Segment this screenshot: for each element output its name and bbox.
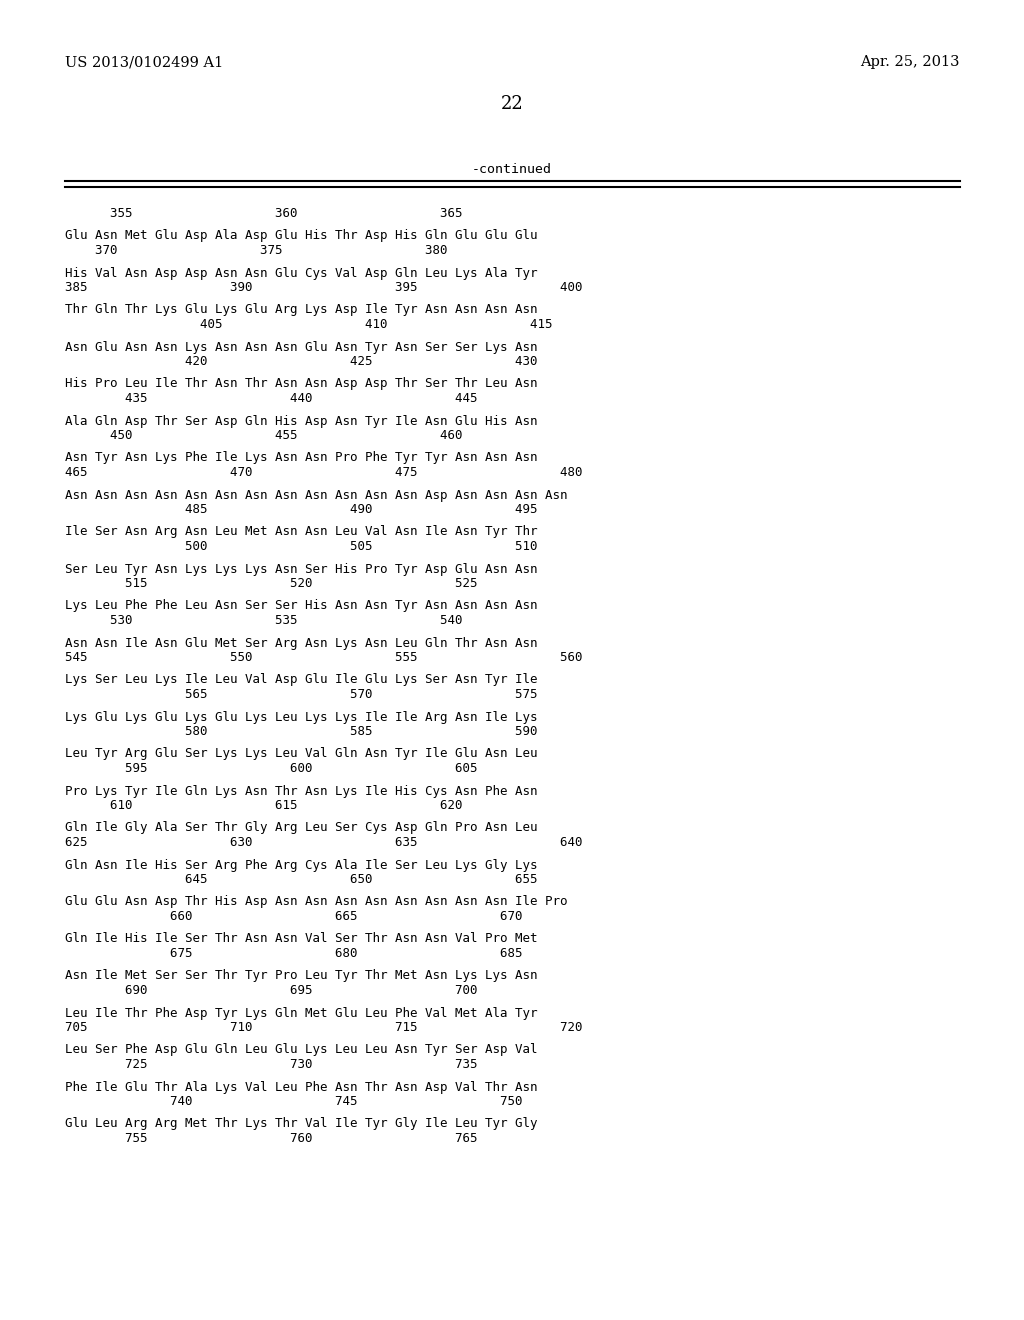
Text: 595                   600                   605: 595 600 605 xyxy=(65,762,477,775)
Text: Glu Glu Asn Asp Thr His Asp Asn Asn Asn Asn Asn Asn Asn Asn Ile Pro: Glu Glu Asn Asp Thr His Asp Asn Asn Asn … xyxy=(65,895,567,908)
Text: 660                   665                   670: 660 665 670 xyxy=(65,909,522,923)
Text: 530                   535                   540: 530 535 540 xyxy=(65,614,463,627)
Text: Ala Gln Asp Thr Ser Asp Gln His Asp Asn Tyr Ile Asn Glu His Asn: Ala Gln Asp Thr Ser Asp Gln His Asp Asn … xyxy=(65,414,538,428)
Text: Glu Asn Met Glu Asp Ala Asp Glu His Thr Asp His Gln Glu Glu Glu: Glu Asn Met Glu Asp Ala Asp Glu His Thr … xyxy=(65,230,538,243)
Text: 385                   390                   395                   400: 385 390 395 400 xyxy=(65,281,583,294)
Text: Gln Asn Ile His Ser Arg Phe Arg Cys Ala Ile Ser Leu Lys Gly Lys: Gln Asn Ile His Ser Arg Phe Arg Cys Ala … xyxy=(65,858,538,871)
Text: 420                   425                   430: 420 425 430 xyxy=(65,355,538,368)
Text: His Val Asn Asp Asp Asn Asn Glu Cys Val Asp Gln Leu Lys Ala Tyr: His Val Asn Asp Asp Asn Asn Glu Cys Val … xyxy=(65,267,538,280)
Text: Pro Lys Tyr Ile Gln Lys Asn Thr Asn Lys Ile His Cys Asn Phe Asn: Pro Lys Tyr Ile Gln Lys Asn Thr Asn Lys … xyxy=(65,784,538,797)
Text: 405                   410                   415: 405 410 415 xyxy=(65,318,553,331)
Text: 610                   615                   620: 610 615 620 xyxy=(65,799,463,812)
Text: Apr. 25, 2013: Apr. 25, 2013 xyxy=(860,55,961,69)
Text: Ser Leu Tyr Asn Lys Lys Lys Asn Ser His Pro Tyr Asp Glu Asn Asn: Ser Leu Tyr Asn Lys Lys Lys Asn Ser His … xyxy=(65,562,538,576)
Text: Asn Tyr Asn Lys Phe Ile Lys Asn Asn Pro Phe Tyr Tyr Asn Asn Asn: Asn Tyr Asn Lys Phe Ile Lys Asn Asn Pro … xyxy=(65,451,538,465)
Text: Lys Glu Lys Glu Lys Glu Lys Leu Lys Lys Ile Ile Arg Asn Ile Lys: Lys Glu Lys Glu Lys Glu Lys Leu Lys Lys … xyxy=(65,710,538,723)
Text: 580                   585                   590: 580 585 590 xyxy=(65,725,538,738)
Text: 22: 22 xyxy=(501,95,523,114)
Text: Leu Tyr Arg Glu Ser Lys Lys Leu Val Gln Asn Tyr Ile Glu Asn Leu: Leu Tyr Arg Glu Ser Lys Lys Leu Val Gln … xyxy=(65,747,538,760)
Text: Asn Asn Ile Asn Glu Met Ser Arg Asn Lys Asn Leu Gln Thr Asn Asn: Asn Asn Ile Asn Glu Met Ser Arg Asn Lys … xyxy=(65,636,538,649)
Text: Lys Ser Leu Lys Ile Leu Val Asp Glu Ile Glu Lys Ser Asn Tyr Ile: Lys Ser Leu Lys Ile Leu Val Asp Glu Ile … xyxy=(65,673,538,686)
Text: Phe Ile Glu Thr Ala Lys Val Leu Phe Asn Thr Asn Asp Val Thr Asn: Phe Ile Glu Thr Ala Lys Val Leu Phe Asn … xyxy=(65,1081,538,1093)
Text: 515                   520                   525: 515 520 525 xyxy=(65,577,477,590)
Text: 740                   745                   750: 740 745 750 xyxy=(65,1096,522,1107)
Text: 465                   470                   475                   480: 465 470 475 480 xyxy=(65,466,583,479)
Text: Thr Gln Thr Lys Glu Lys Glu Arg Lys Asp Ile Tyr Asn Asn Asn Asn: Thr Gln Thr Lys Glu Lys Glu Arg Lys Asp … xyxy=(65,304,538,317)
Text: 450                   455                   460: 450 455 460 xyxy=(65,429,463,442)
Text: Leu Ser Phe Asp Glu Gln Leu Glu Lys Leu Leu Asn Tyr Ser Asp Val: Leu Ser Phe Asp Glu Gln Leu Glu Lys Leu … xyxy=(65,1044,538,1056)
Text: 565                   570                   575: 565 570 575 xyxy=(65,688,538,701)
Text: 645                   650                   655: 645 650 655 xyxy=(65,873,538,886)
Text: 500                   505                   510: 500 505 510 xyxy=(65,540,538,553)
Text: Ile Ser Asn Arg Asn Leu Met Asn Asn Leu Val Asn Ile Asn Tyr Thr: Ile Ser Asn Arg Asn Leu Met Asn Asn Leu … xyxy=(65,525,538,539)
Text: Glu Leu Arg Arg Met Thr Lys Thr Val Ile Tyr Gly Ile Leu Tyr Gly: Glu Leu Arg Arg Met Thr Lys Thr Val Ile … xyxy=(65,1118,538,1130)
Text: 485                   490                   495: 485 490 495 xyxy=(65,503,538,516)
Text: 705                   710                   715                   720: 705 710 715 720 xyxy=(65,1020,583,1034)
Text: Asn Asn Asn Asn Asn Asn Asn Asn Asn Asn Asn Asn Asp Asn Asn Asn Asn: Asn Asn Asn Asn Asn Asn Asn Asn Asn Asn … xyxy=(65,488,567,502)
Text: Lys Leu Phe Phe Leu Asn Ser Ser His Asn Asn Tyr Asn Asn Asn Asn: Lys Leu Phe Phe Leu Asn Ser Ser His Asn … xyxy=(65,599,538,612)
Text: 625                   630                   635                   640: 625 630 635 640 xyxy=(65,836,583,849)
Text: His Pro Leu Ile Thr Asn Thr Asn Asn Asp Asp Thr Ser Thr Leu Asn: His Pro Leu Ile Thr Asn Thr Asn Asn Asp … xyxy=(65,378,538,391)
Text: 690                   695                   700: 690 695 700 xyxy=(65,983,477,997)
Text: 435                   440                   445: 435 440 445 xyxy=(65,392,477,405)
Text: Gln Ile Gly Ala Ser Thr Gly Arg Leu Ser Cys Asp Gln Pro Asn Leu: Gln Ile Gly Ala Ser Thr Gly Arg Leu Ser … xyxy=(65,821,538,834)
Text: Gln Ile His Ile Ser Thr Asn Asn Val Ser Thr Asn Asn Val Pro Met: Gln Ile His Ile Ser Thr Asn Asn Val Ser … xyxy=(65,932,538,945)
Text: Asn Ile Met Ser Ser Thr Tyr Pro Leu Tyr Thr Met Asn Lys Lys Asn: Asn Ile Met Ser Ser Thr Tyr Pro Leu Tyr … xyxy=(65,969,538,982)
Text: Asn Glu Asn Asn Lys Asn Asn Asn Glu Asn Tyr Asn Ser Ser Lys Asn: Asn Glu Asn Asn Lys Asn Asn Asn Glu Asn … xyxy=(65,341,538,354)
Text: 355                   360                   365: 355 360 365 xyxy=(65,207,463,220)
Text: 675                   680                   685: 675 680 685 xyxy=(65,946,522,960)
Text: 755                   760                   765: 755 760 765 xyxy=(65,1133,477,1144)
Text: -continued: -continued xyxy=(472,162,552,176)
Text: 725                   730                   735: 725 730 735 xyxy=(65,1059,477,1071)
Text: 545                   550                   555                   560: 545 550 555 560 xyxy=(65,651,583,664)
Text: 370                   375                   380: 370 375 380 xyxy=(65,244,447,257)
Text: US 2013/0102499 A1: US 2013/0102499 A1 xyxy=(65,55,223,69)
Text: Leu Ile Thr Phe Asp Tyr Lys Gln Met Glu Leu Phe Val Met Ala Tyr: Leu Ile Thr Phe Asp Tyr Lys Gln Met Glu … xyxy=(65,1006,538,1019)
